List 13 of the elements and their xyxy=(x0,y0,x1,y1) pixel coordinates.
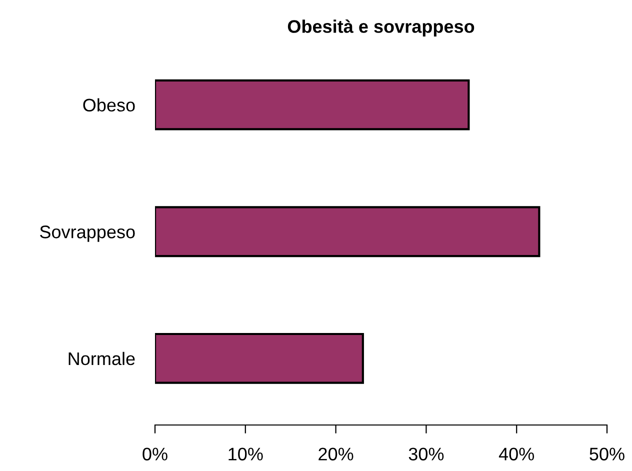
x-tick-label: 50% xyxy=(590,448,624,460)
y-tick-label: Normale xyxy=(68,352,135,366)
x-tick-label: 0% xyxy=(142,448,168,460)
chart-title: Obesità e sovrappeso xyxy=(288,20,474,36)
x-tick-label: 10% xyxy=(228,448,263,460)
y-tick-label: Sovrappeso xyxy=(40,226,135,242)
bar xyxy=(155,332,364,384)
bar xyxy=(155,206,540,258)
x-tick-label: 20% xyxy=(318,448,354,460)
x-tick-label: 40% xyxy=(498,448,534,460)
x-tick-label: 30% xyxy=(408,448,444,460)
bar xyxy=(155,79,470,130)
y-tick-label: Obeso xyxy=(83,98,135,112)
